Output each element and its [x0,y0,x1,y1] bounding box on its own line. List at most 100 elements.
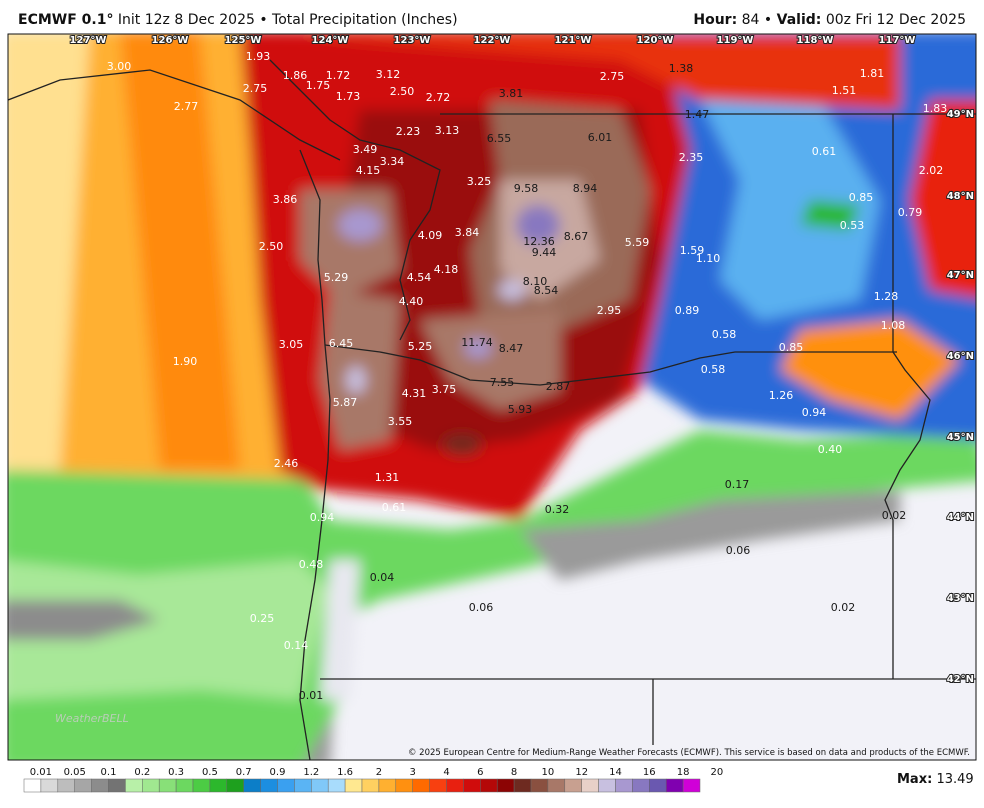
point-value: 3.34 [380,155,405,168]
point-value: 1.08 [881,319,906,332]
colorbar-swatch [74,778,92,793]
point-value: 3.75 [432,383,457,396]
point-value: 2.95 [597,304,622,317]
point-value: 4.31 [402,387,427,400]
point-value: 9.58 [514,182,539,195]
colorbar-label: 0.01 [30,767,52,778]
point-value: 3.13 [435,124,460,137]
colorbar: 0.01 0.05 0.1 0.2 0.3 0.5 0.7 0.9 1.2 1.6 2 3 4 6 8 10 1… [23,767,723,793]
header-right: Hour: 84 • Valid: 00z Fri 12 Dec 2025 [693,12,966,28]
point-value: 0.04 [370,571,395,584]
point-value: 6.45 [329,337,354,350]
point-value: 1.26 [769,389,794,402]
latitude-label: 48°N [947,191,974,202]
latitude-label: 45°N [947,432,974,443]
point-value: 0.17 [725,478,750,491]
point-value: 8.67 [564,230,589,243]
point-value: 0.02 [831,601,856,614]
colorbar-swatch [513,778,532,793]
longitude-label: 120°W [637,35,674,46]
point-value: 6.01 [588,131,613,144]
colorbar-label: 14 [609,767,622,778]
point-value: 0.85 [779,341,804,354]
colorbar-swatch [429,778,447,793]
colorbar-label: 3 [410,767,416,778]
point-value: 6.55 [487,132,512,145]
point-value: 0.01 [299,689,324,702]
precip-field [8,34,976,760]
longitude-label: 124°W [312,35,349,46]
point-value: 2.23 [396,125,421,138]
point-value: 2.75 [243,82,268,95]
colorbar-label: 8 [511,767,517,778]
colorbar-swatch [649,778,667,793]
longitude-label: 117°W [879,35,916,46]
point-value: 3.12 [376,68,401,81]
point-value: 0.61 [812,145,837,158]
colorbar-label: 0.1 [101,767,117,778]
point-value: 1.38 [669,62,694,75]
point-value: 1.10 [696,252,721,265]
longitude-label: 123°W [394,35,431,46]
point-value: 2.75 [600,70,625,83]
valid-label: Valid: [776,12,822,28]
colorbar-swatch [243,778,261,793]
point-value: 0.14 [284,639,309,652]
colorbar-swatch [361,778,380,793]
colorbar-label: 6 [477,767,483,778]
colorbar-swatch [108,778,126,793]
point-value: 3.05 [279,338,304,351]
longitude-label: 121°W [555,35,592,46]
point-value: 0.58 [701,363,726,376]
run-info: Init 12z 8 Dec 2025 • Total Precipitatio… [117,12,458,28]
point-value: 0.85 [849,191,874,204]
colorbar-swatch [480,778,498,793]
watermark: WeatherBELL [55,712,129,725]
point-value: 2.50 [390,85,415,98]
colorbar-swatch [463,778,481,793]
colorbar-label: 0.3 [168,767,184,778]
latitude-label: 44°N [947,512,974,523]
point-value: 1.83 [923,102,948,115]
point-value: 0.94 [802,406,827,419]
point-value: 0.02 [882,509,907,522]
point-value: 1.28 [874,290,899,303]
colorbar-swatch [175,778,194,793]
hour-label: Hour: [693,12,738,28]
colorbar-label: 0.5 [202,767,218,778]
latitude-label: 49°N [947,109,974,120]
colorbar-swatch [91,778,109,793]
point-value: 0.06 [726,544,751,557]
colorbar-swatch [615,778,633,793]
point-value: 11.74 [461,336,493,349]
point-value: 2.46 [274,457,299,470]
colorbar-swatch [158,778,177,793]
colorbar-label: 1.2 [303,767,319,778]
point-value: 12.36 [523,235,555,248]
colorbar-swatch [23,778,42,793]
longitude-label: 125°W [225,35,262,46]
point-value: 3.81 [499,87,524,100]
colorbar-swatch [530,778,549,793]
point-value: 8.10 [523,275,548,288]
colorbar-swatch [682,778,701,793]
point-value: 3.25 [467,175,492,188]
colorbar-swatch [446,778,464,793]
colorbar-label: 12 [575,767,588,778]
point-value: 0.32 [545,503,570,516]
latitude-label: 46°N [947,351,974,362]
colorbar-swatch [294,778,312,793]
point-value: 0.48 [299,558,324,571]
point-value: 1.47 [685,108,710,121]
colorbar-swatch [395,778,413,793]
colorbar-label: 0.7 [236,767,252,778]
point-value: 1.72 [326,69,351,82]
colorbar-label: 10 [542,767,555,778]
point-value: 5.25 [408,340,433,353]
colorbar-label: 18 [677,767,690,778]
point-value: 3.55 [388,415,413,428]
colorbar-swatch [226,778,244,793]
colorbar-label: 2 [376,767,382,778]
point-value: 7.55 [490,376,515,389]
